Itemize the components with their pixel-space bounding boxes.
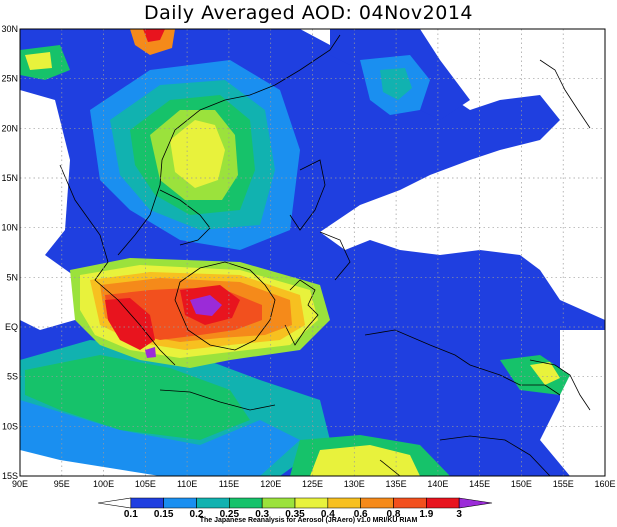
sumatra-purple	[145, 347, 156, 358]
north-red-spot	[143, 29, 165, 42]
lat-tick-label: 10N	[1, 223, 18, 233]
map-frame	[19, 28, 606, 477]
colorbar-level-label: 0.1	[124, 509, 138, 520]
north-orange-spot	[130, 29, 175, 55]
colorbar-swatch	[261, 497, 296, 509]
colorbar-swatch	[229, 497, 263, 509]
map-title: Daily Averaged AOD: 04Nov2014	[143, 2, 474, 24]
lon-tick-label: 120E	[260, 479, 281, 489]
lon-tick-label: 135E	[386, 479, 407, 489]
south-aqua-band	[20, 400, 300, 476]
colorbar-swatch	[294, 497, 329, 509]
southern-blob-yellow	[310, 445, 420, 476]
lat-tick-label: 30N	[1, 24, 18, 34]
colorbar-swatch	[393, 497, 427, 509]
colorbar-level-label: 0.8	[387, 509, 401, 520]
colorbar-swatch	[163, 497, 197, 509]
lat-tick-label: 20N	[1, 123, 18, 133]
colorbar: 0.1 0.15 0.2 0.25 0.3 0.35 0.4 0.6 0.8 1.9 3	[97, 497, 493, 520]
south-green-band	[25, 355, 250, 440]
lat-tick-label: EQ	[5, 322, 18, 332]
lon-tick-label: 150E	[511, 479, 532, 489]
lon-tick-label: 160E	[594, 479, 615, 489]
new-guinea-yellow	[530, 362, 560, 385]
colorbar-swatch	[97, 497, 132, 509]
sumatra-west-clear	[20, 255, 80, 330]
colorbar-swatch	[130, 497, 164, 509]
northwest-yellow	[25, 52, 52, 70]
colorbar-swatch	[458, 497, 493, 509]
colorbar-level-label: 1.9	[419, 509, 433, 520]
lat-tick-label: 10S	[2, 421, 18, 431]
colorbar-level-label: 0.35	[285, 509, 305, 520]
colorbar-level-label: 0.25	[220, 509, 240, 520]
colorbar-swatch	[196, 497, 230, 509]
lon-tick-label: 125E	[302, 479, 323, 489]
lon-tick-label: 105E	[135, 479, 156, 489]
lon-tick-label: 145E	[469, 479, 490, 489]
lat-tick-label: 5S	[7, 372, 18, 382]
lon-tick-label: 100E	[93, 479, 114, 489]
data-credit: The Japanese Reanalysis for Aerosol (JRA…	[199, 517, 418, 524]
pacific-clear-region	[300, 29, 605, 320]
lat-tick-label: 15S	[2, 471, 18, 481]
borneo-purple	[190, 295, 222, 316]
bay-of-bengal-clear	[20, 90, 70, 255]
lon-tick-label: 90E	[12, 479, 28, 489]
aod-field	[20, 29, 605, 476]
colorbar-level-label: 0.4	[321, 509, 335, 520]
lon-tick-label: 115E	[219, 479, 239, 489]
lat-tick-label: 25N	[1, 74, 18, 84]
lat-tick-label: 5N	[6, 272, 18, 282]
sumatra-red	[105, 298, 155, 350]
indochina-yellow	[170, 120, 225, 188]
lat-tick-label: 15N	[1, 173, 18, 183]
colorbar-swatch	[327, 497, 361, 509]
colorbar-level-label: 0.3	[255, 509, 269, 520]
colorbar-level-label: 3	[456, 509, 462, 520]
gridlines	[20, 29, 605, 476]
lon-tick-label: 130E	[344, 479, 365, 489]
longitude-ticks: 90E 95E 100E 105E 110E 115E 120E 125E 130E 135E 14…	[12, 479, 616, 489]
latitude-ticks: 30N 25N 20N 15N 10N 5N EQ 5S 10S 15S	[1, 24, 18, 481]
lon-tick-label: 140E	[427, 479, 448, 489]
colorbar-swatch	[426, 497, 460, 509]
colorbar-level-label: 0.6	[354, 509, 368, 520]
south-pacific-clear	[540, 330, 605, 476]
colorbar-level-label: 0.15	[154, 509, 174, 520]
lon-tick-label: 95E	[54, 479, 70, 489]
lon-tick-label: 110E	[177, 479, 197, 489]
coastlines	[59, 34, 591, 476]
colorbar-level-label: 0.2	[190, 509, 204, 520]
lon-tick-label: 155E	[553, 479, 574, 489]
colorbar-swatch	[360, 497, 394, 509]
new-guinea-green	[500, 355, 570, 395]
